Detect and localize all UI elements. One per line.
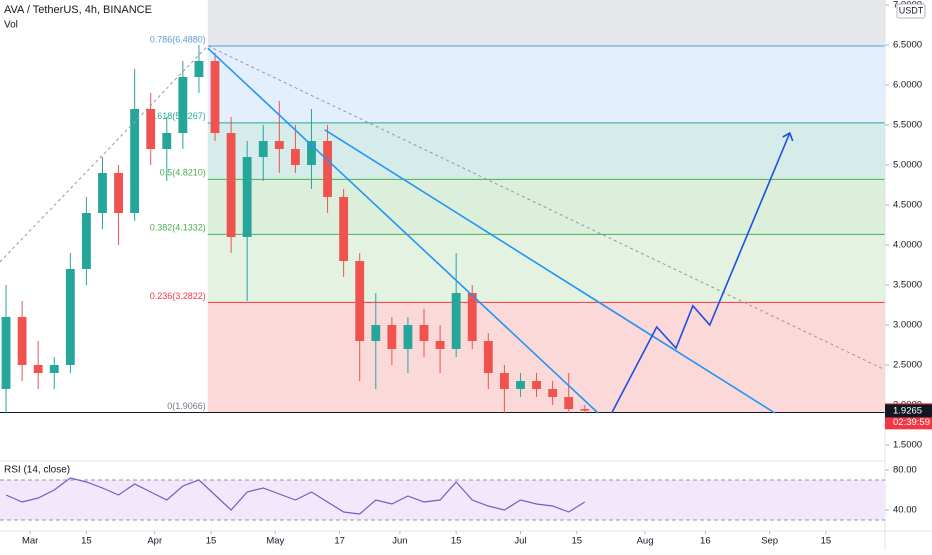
trend-drawing bbox=[0, 45, 886, 371]
candle-body bbox=[81, 213, 91, 269]
fib-label: 0(1.9066) bbox=[167, 401, 206, 411]
candle-body bbox=[274, 141, 284, 149]
candle-body bbox=[419, 325, 429, 341]
candle-body bbox=[467, 293, 477, 341]
chart-title: AVA / TetherUS, 4h, BINANCE bbox=[4, 4, 152, 16]
candle-body bbox=[548, 389, 558, 397]
candle-body bbox=[564, 397, 574, 409]
fib-label: 0.618(5.5267) bbox=[150, 111, 206, 121]
candle-body bbox=[162, 133, 172, 149]
y-tick-label: 4.0000 bbox=[893, 240, 922, 251]
candle-body bbox=[98, 173, 107, 213]
rsi-line bbox=[5, 477, 586, 515]
x-tick-label: Aug bbox=[637, 536, 654, 547]
x-tick-label: Mar bbox=[22, 536, 38, 547]
x-tick-label: Sep bbox=[761, 536, 778, 547]
fib-band bbox=[207, 302, 885, 413]
fib-band bbox=[207, 45, 885, 123]
rsi-tick-label: 40.00 bbox=[893, 505, 917, 516]
volume-label: Vol bbox=[4, 20, 18, 31]
fib-label: 0.236(3.2822) bbox=[150, 291, 206, 301]
fib-band bbox=[207, 122, 885, 180]
candle-body bbox=[114, 173, 123, 213]
candle-body bbox=[355, 261, 365, 341]
candle-body bbox=[1, 317, 11, 389]
candle-body bbox=[371, 325, 381, 341]
candle-body bbox=[258, 141, 268, 157]
candle-body bbox=[435, 341, 445, 349]
candle-body bbox=[532, 381, 541, 389]
candle-body bbox=[146, 109, 156, 149]
y-tick-label: 3.0000 bbox=[893, 320, 922, 331]
candle-body bbox=[210, 61, 220, 133]
currency-box[interactable] bbox=[896, 3, 926, 19]
candle-body bbox=[65, 269, 75, 365]
x-tick-label: Jun bbox=[392, 536, 407, 547]
y-tick-label: 5.0000 bbox=[893, 160, 922, 171]
candle-body bbox=[226, 133, 236, 237]
candle-body bbox=[33, 365, 43, 373]
x-tick-label: Jul bbox=[514, 536, 526, 547]
y-tick-label: 2.5000 bbox=[893, 360, 922, 371]
candle-body bbox=[403, 325, 413, 349]
candle-body bbox=[242, 157, 252, 237]
candle-body bbox=[290, 149, 300, 165]
y-tick-label: 4.5000 bbox=[893, 200, 922, 211]
countdown: 02:39:59 bbox=[893, 417, 930, 428]
y-tick-label: 5.5000 bbox=[893, 120, 922, 131]
candle-body bbox=[516, 381, 525, 389]
candle-body bbox=[178, 77, 188, 133]
price-label: 1.9265 bbox=[893, 405, 922, 416]
candle-body bbox=[49, 365, 59, 373]
candle-body bbox=[307, 141, 316, 165]
x-tick-label: 17 bbox=[334, 536, 345, 547]
price-pane: 0.786(6.4880) 0.618(5.5267) 0.5(4.8210) 0.3… bbox=[0, 0, 886, 414]
candle-body bbox=[483, 341, 493, 373]
rsi-band bbox=[0, 480, 885, 520]
x-tick-label: 15 bbox=[451, 536, 462, 547]
price-label-box bbox=[885, 404, 932, 418]
candle-body bbox=[194, 61, 204, 77]
fib-top-band bbox=[207, 0, 885, 46]
x-tick-label: Apr bbox=[147, 536, 162, 547]
candle-body bbox=[499, 373, 509, 389]
fib-label: 0.382(4.1332) bbox=[150, 223, 206, 233]
fib-label: 0.5(4.8210) bbox=[160, 168, 206, 178]
y-tick-label: 6.5000 bbox=[893, 40, 922, 51]
x-tick-label: 15 bbox=[81, 536, 92, 547]
x-tick-label: 15 bbox=[571, 536, 582, 547]
candle-body bbox=[17, 317, 27, 365]
candle-body bbox=[130, 109, 140, 213]
candle-body bbox=[387, 325, 397, 349]
x-tick-label: May bbox=[266, 536, 284, 547]
trend-drawing bbox=[207, 47, 599, 414]
candle-body bbox=[451, 293, 461, 349]
candle-body bbox=[323, 141, 332, 197]
rsi-title: RSI (14, close) bbox=[4, 465, 70, 476]
x-tick-label: 15 bbox=[206, 536, 217, 547]
fib-label: 0.786(6.4880) bbox=[150, 34, 206, 44]
y-tick-label: 3.5000 bbox=[893, 280, 922, 291]
x-tick-label: 16 bbox=[700, 536, 711, 547]
currency[interactable]: USDT bbox=[899, 5, 924, 15]
rsi-tick-label: 80.00 bbox=[893, 465, 917, 476]
trend-drawing bbox=[324, 129, 776, 414]
candle-body bbox=[580, 409, 590, 411]
candle-body bbox=[339, 197, 349, 261]
x-tick-label: 15 bbox=[821, 536, 832, 547]
arrow-head bbox=[782, 131, 794, 142]
fib-band bbox=[207, 179, 885, 235]
y-tick-label: 1.5000 bbox=[893, 440, 922, 451]
trend-drawing bbox=[610, 132, 791, 414]
y-tick-label: 6.0000 bbox=[893, 80, 922, 91]
